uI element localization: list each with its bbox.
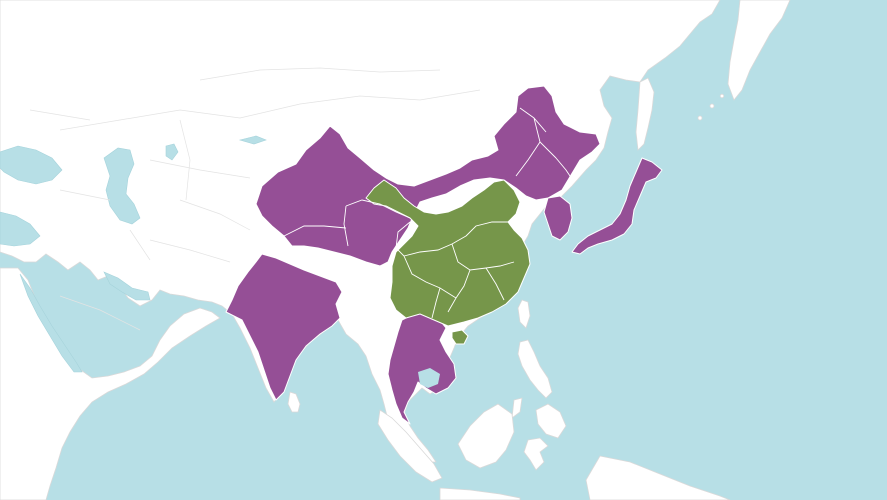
gulf-of-thailand — [418, 368, 440, 388]
persian-gulf — [103, 271, 151, 301]
land-kamchatka — [727, 0, 791, 101]
country-borders — [29, 67, 481, 331]
red-sea — [19, 273, 83, 373]
land-java — [439, 487, 521, 500]
region-indochina-purple — [387, 311, 457, 425]
land-new-guinea — [585, 455, 731, 500]
region-japan-purple — [571, 157, 663, 255]
region-india-purple — [225, 253, 343, 401]
region-hainan-green — [451, 329, 469, 345]
land-taiwan — [517, 299, 531, 329]
land-kuril-3 — [719, 93, 725, 99]
land-sakhalin — [635, 77, 655, 151]
region-tibet-xinjiang-mongolia-purple — [255, 85, 601, 267]
aral-sea — [165, 143, 179, 161]
land-sulawesi — [523, 437, 549, 471]
region-korea-purple — [543, 195, 573, 241]
lake-balkhash — [238, 135, 267, 145]
caspian-sea — [103, 147, 141, 225]
black-sea — [0, 145, 63, 185]
land-borneo — [457, 403, 515, 469]
land-kuril-2 — [709, 103, 715, 109]
land-sumatra — [377, 409, 443, 483]
mediterranean-sea — [0, 211, 41, 247]
land-kuril-1 — [697, 115, 703, 121]
province-borders — [283, 107, 575, 319]
land-sri-lanka — [287, 391, 301, 413]
land-philippines — [511, 339, 567, 439]
